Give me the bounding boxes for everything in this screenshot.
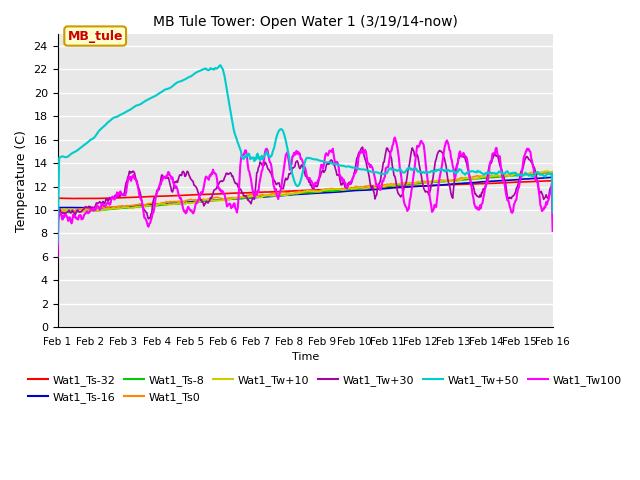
X-axis label: Time: Time <box>291 352 319 362</box>
Title: MB Tule Tower: Open Water 1 (3/19/14-now): MB Tule Tower: Open Water 1 (3/19/14-now… <box>153 15 458 29</box>
Text: MB_tule: MB_tule <box>67 30 123 43</box>
Legend: Wat1_Ts-32, Wat1_Ts-16, Wat1_Ts-8, Wat1_Ts0, Wat1_Tw+10, Wat1_Tw+30, Wat1_Tw+50,: Wat1_Ts-32, Wat1_Ts-16, Wat1_Ts-8, Wat1_… <box>24 371 626 407</box>
Y-axis label: Temperature (C): Temperature (C) <box>15 130 28 232</box>
